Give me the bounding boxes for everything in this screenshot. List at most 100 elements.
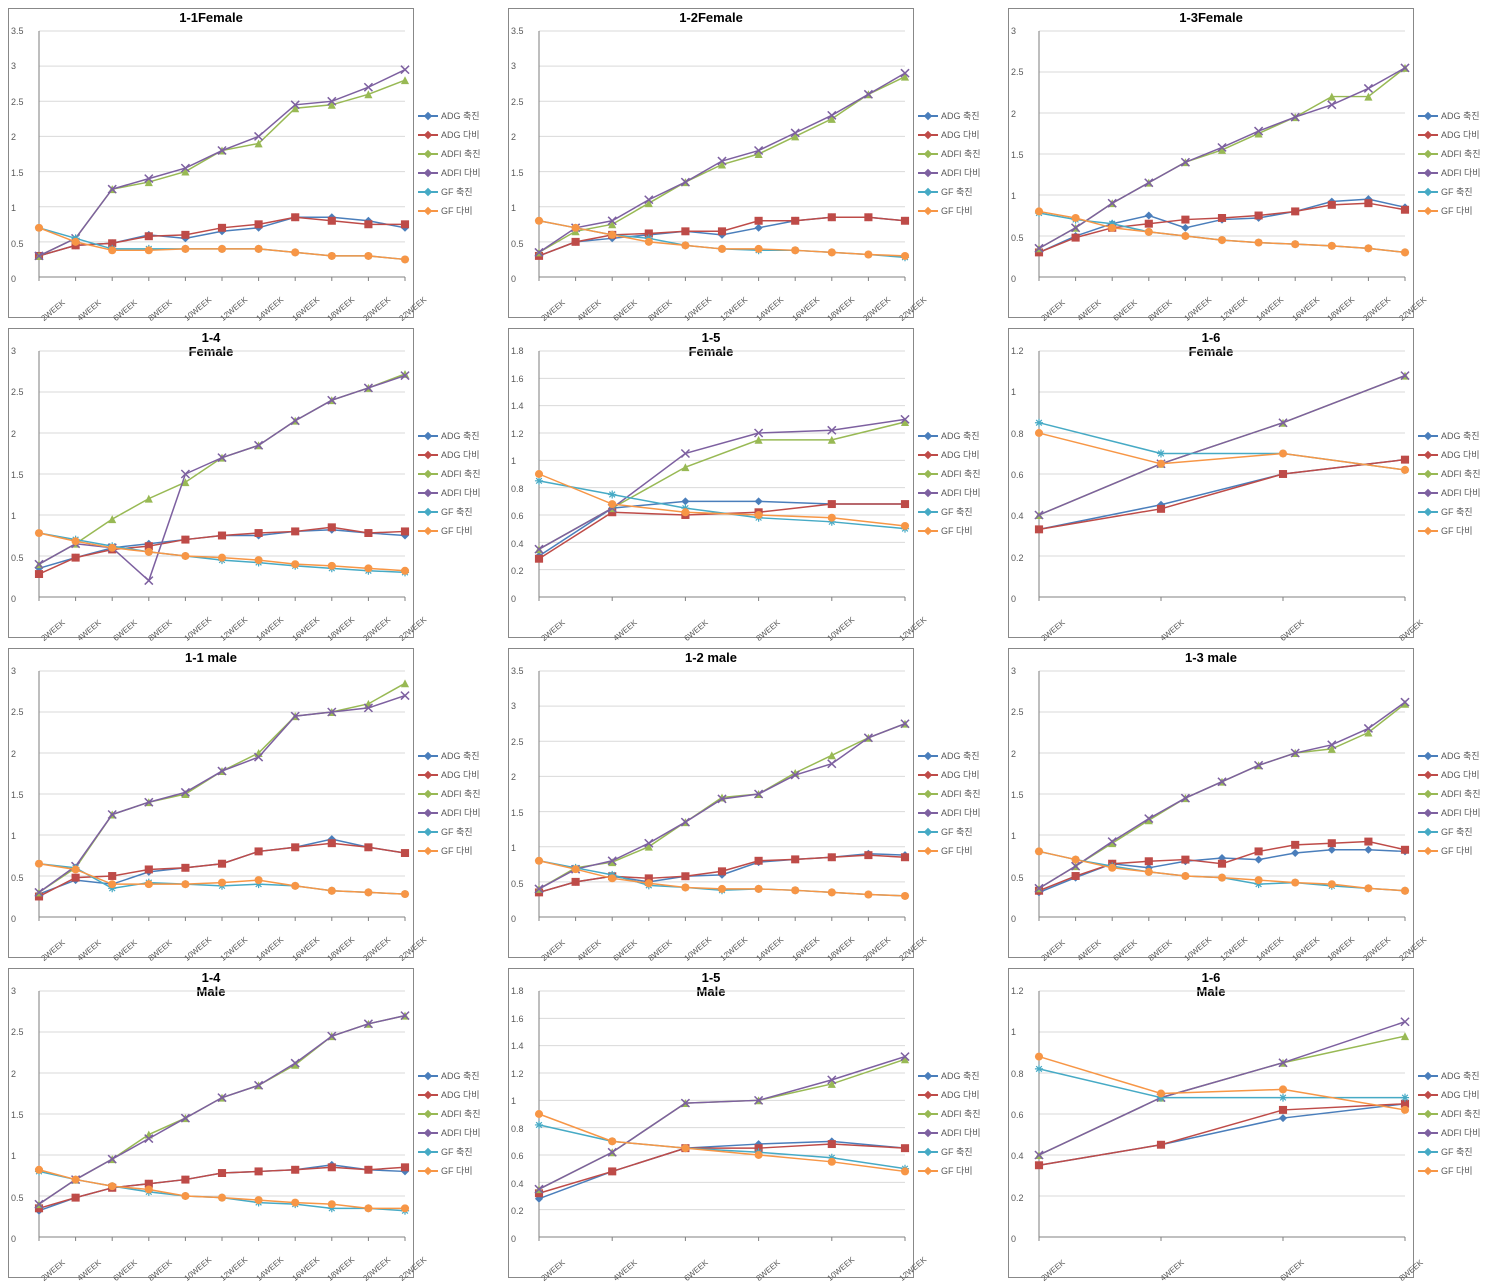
y-tick-label: 1 bbox=[1011, 191, 1016, 201]
plot-area bbox=[39, 351, 405, 597]
x-tick-label: 10WEEK bbox=[826, 1255, 857, 1283]
legend-swatch-icon bbox=[1418, 1148, 1438, 1156]
x-tick-label: 16WEEK bbox=[790, 935, 821, 963]
legend-swatch-icon bbox=[1418, 1110, 1438, 1118]
legend-label: ADG 다비 bbox=[1441, 768, 1480, 781]
legend-swatch-icon bbox=[1418, 432, 1438, 440]
legend-item: GF 다비 bbox=[1418, 1164, 1498, 1177]
y-tick-label: 0.6 bbox=[511, 1151, 524, 1161]
y-tick-label: 1.5 bbox=[1011, 790, 1024, 800]
legend-swatch-icon bbox=[918, 752, 938, 760]
legend-item: ADG 다비 bbox=[418, 448, 498, 461]
y-tick-label: 0 bbox=[1011, 594, 1016, 604]
chart-box: 1-3 male00.511.522.532WEEK4WEEK6WEEK8WEE… bbox=[1008, 648, 1414, 958]
x-tick-label: 20WEEK bbox=[862, 295, 893, 323]
legend-label: ADG 다비 bbox=[441, 128, 480, 141]
legend-swatch-icon bbox=[918, 112, 938, 120]
chart-title: 1-3Female bbox=[1009, 11, 1413, 25]
plot-area bbox=[1039, 671, 1405, 917]
x-tick-label: 20WEEK bbox=[362, 615, 393, 643]
x-tick-label: 14WEEK bbox=[754, 295, 785, 323]
legend-swatch-icon bbox=[418, 1148, 438, 1156]
y-tick-label: 2.5 bbox=[11, 707, 24, 717]
legend-item: ADFI 축진 bbox=[918, 1107, 998, 1120]
plot-area bbox=[539, 991, 905, 1237]
x-tick-label: 2WEEK bbox=[1040, 938, 1067, 963]
legend-item: ADFI 다비 bbox=[918, 486, 998, 499]
legend-swatch-icon bbox=[418, 1129, 438, 1137]
legend-label: ADFI 다비 bbox=[941, 1126, 981, 1139]
plot-area bbox=[539, 671, 905, 917]
legend-swatch-icon bbox=[918, 432, 938, 440]
x-tick-label: 2WEEK bbox=[1040, 1258, 1067, 1283]
y-tick-label: 0 bbox=[11, 594, 16, 604]
x-tick-label: 4WEEK bbox=[575, 298, 602, 323]
chart-box: 1-2Female00.511.522.533.52WEEK4WEEK6WEEK… bbox=[508, 8, 914, 318]
y-tick-label: 1.4 bbox=[511, 401, 524, 411]
x-tick-label: 16WEEK bbox=[290, 615, 321, 643]
legend-label: GF 축진 bbox=[441, 185, 473, 198]
y-tick-label: 1 bbox=[1011, 831, 1016, 841]
legend-swatch-icon bbox=[418, 508, 438, 516]
x-tick-label: 4WEEK bbox=[1159, 618, 1186, 643]
legend-item: ADFI 축진 bbox=[418, 1107, 498, 1120]
legend-item: GF 다비 bbox=[918, 204, 998, 217]
plot-area bbox=[539, 351, 905, 597]
x-tick-label: 4WEEK bbox=[611, 618, 638, 643]
legend-item: ADG 축진 bbox=[918, 429, 998, 442]
x-tick-label: 18WEEK bbox=[326, 935, 357, 963]
legend-label: ADFI 축진 bbox=[1441, 787, 1481, 800]
legend-swatch-icon bbox=[1418, 508, 1438, 516]
y-tick-label: 3 bbox=[1011, 666, 1016, 676]
legend: ADG 축진ADG 다비ADFI 축진ADFI 다비GF 축진GF 다비 bbox=[914, 648, 998, 958]
x-tick-label: 8WEEK bbox=[1147, 298, 1174, 323]
chart-grid: 1-1Female00.511.522.533.52WEEK4WEEK6WEEK… bbox=[8, 8, 1498, 1278]
y-tick-label: 0 bbox=[1011, 274, 1016, 284]
legend-swatch-icon bbox=[1418, 809, 1438, 817]
y-tick-label: 1.5 bbox=[11, 790, 24, 800]
y-tick-label: 2 bbox=[511, 772, 516, 782]
legend-label: GF 다비 bbox=[441, 204, 473, 217]
y-tick-label: 1 bbox=[511, 203, 516, 213]
legend-label: ADG 축진 bbox=[441, 1069, 480, 1082]
chart-cell-2: 1-3Female00.511.522.532WEEK4WEEK6WEEK8WE… bbox=[1008, 8, 1498, 318]
legend-item: ADFI 축진 bbox=[1418, 787, 1498, 800]
x-tick-label: 12WEEK bbox=[219, 935, 250, 963]
x-tick-label: 14WEEK bbox=[1254, 295, 1285, 323]
legend: ADG 축진ADG 다비ADFI 축진ADFI 다비GF 축진GF 다비 bbox=[914, 8, 998, 318]
x-tick-label: 14WEEK bbox=[254, 615, 285, 643]
y-tick-label: 0 bbox=[511, 274, 516, 284]
chart-cell-4: 1-5 Female00.20.40.60.811.21.41.61.82WEE… bbox=[508, 328, 998, 638]
legend-swatch-icon bbox=[1418, 752, 1438, 760]
x-tick-label: 6WEEK bbox=[683, 618, 710, 643]
legend-item: ADFI 다비 bbox=[1418, 806, 1498, 819]
legend-label: GF 축진 bbox=[441, 505, 473, 518]
legend-label: GF 축진 bbox=[1441, 1145, 1473, 1158]
legend-label: ADFI 다비 bbox=[941, 806, 981, 819]
legend-swatch-icon bbox=[918, 1110, 938, 1118]
plot-area bbox=[539, 31, 905, 277]
legend-item: ADFI 축진 bbox=[418, 147, 498, 160]
legend-item: ADFI 다비 bbox=[1418, 1126, 1498, 1139]
x-tick-label: 10WEEK bbox=[183, 295, 214, 323]
legend-swatch-icon bbox=[418, 1091, 438, 1099]
legend-item: GF 축진 bbox=[418, 1145, 498, 1158]
plot-area bbox=[39, 991, 405, 1237]
chart-cell-8: 1-3 male00.511.522.532WEEK4WEEK6WEEK8WEE… bbox=[1008, 648, 1498, 958]
legend-label: ADG 축진 bbox=[441, 109, 480, 122]
chart-cell-6: 1-1 male00.511.522.532WEEK4WEEK6WEEK8WEE… bbox=[8, 648, 498, 958]
chart-cell-5: 1-6 Female00.20.40.60.811.22WEEK4WEEK6WE… bbox=[1008, 328, 1498, 638]
x-tick-label: 18WEEK bbox=[326, 615, 357, 643]
y-tick-label: 2.5 bbox=[511, 737, 524, 747]
legend-label: ADG 다비 bbox=[1441, 1088, 1480, 1101]
y-tick-label: 2.5 bbox=[1011, 67, 1024, 77]
legend-swatch-icon bbox=[418, 150, 438, 158]
x-tick-label: 6WEEK bbox=[1278, 1258, 1305, 1283]
x-tick-label: 10WEEK bbox=[683, 295, 714, 323]
plot-area bbox=[39, 31, 405, 277]
legend-item: ADFI 축진 bbox=[1418, 147, 1498, 160]
legend-label: ADFI 다비 bbox=[441, 1126, 481, 1139]
legend-swatch-icon bbox=[418, 207, 438, 215]
legend-label: ADG 다비 bbox=[441, 768, 480, 781]
legend-item: ADG 축진 bbox=[918, 1069, 998, 1082]
